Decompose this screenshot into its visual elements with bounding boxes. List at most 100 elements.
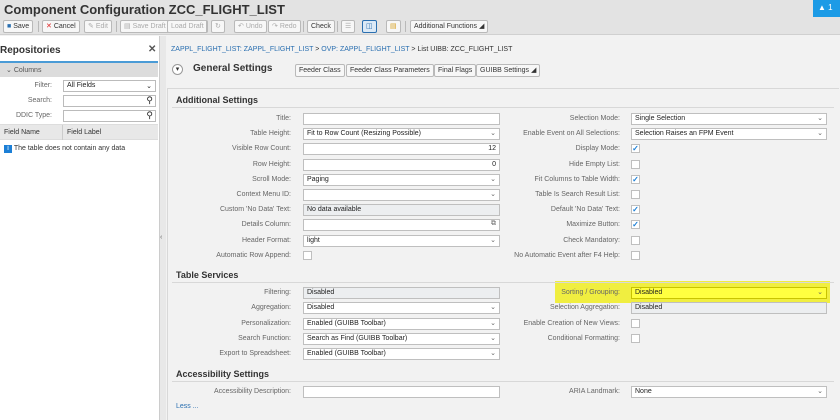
personalization-label: Personalization: — [241, 319, 291, 327]
filter-select[interactable]: All Fields ⌄ — [63, 80, 156, 92]
table-is-search-result-list-checkbox[interactable] — [631, 190, 640, 199]
enable-creation-of-new-views-checkbox[interactable] — [631, 318, 640, 328]
empty-table-message: i The table does not contain any data — [4, 145, 125, 153]
scroll-mode-label: Scroll Mode: — [252, 175, 291, 183]
value-help-icon[interactable]: ⧉ — [491, 220, 496, 228]
details-column-input[interactable]: ⧉ — [303, 219, 500, 232]
context-menu-id-select[interactable]: ⌄ — [303, 189, 500, 201]
search-function-select[interactable]: Search as Find (GUIBB Toolbar) ⌄ — [303, 332, 500, 345]
feeder-class-button[interactable]: Feeder Class — [295, 64, 345, 77]
table-height-label: Table Height: — [250, 130, 291, 138]
hide-empty-list-label: Hide Empty List: — [569, 160, 620, 168]
no-automatic-event-after-f4-help-checkbox[interactable] — [631, 250, 640, 260]
filtering-input: Disabled — [303, 287, 500, 299]
repositories-panel — [0, 36, 160, 420]
scroll-mode-select[interactable]: Paging ⌄ — [303, 173, 500, 186]
default-no-data-text-checkbox[interactable]: ✓ — [631, 205, 640, 215]
sorting-grouping-label: Sorting / Grouping: — [561, 289, 620, 296]
splitter-handle[interactable]: ‹ — [160, 36, 166, 420]
layout-split-vertical-button[interactable]: ◫ — [362, 20, 377, 33]
maximize-button-checkbox[interactable]: ✓ — [631, 220, 640, 230]
search-function-label: Search Function: — [238, 334, 291, 342]
filter-label: Filter: — [34, 82, 53, 89]
check-button[interactable]: Check — [307, 20, 335, 33]
breadcrumb-current: List UIBB: ZCC_FLIGHT_LIST — [417, 46, 513, 53]
visible-row-count-input[interactable]: 12 — [303, 143, 500, 156]
automatic-row-append-checkbox[interactable] — [303, 250, 312, 260]
cancel-button[interactable]: ✕ Cancel — [42, 20, 80, 33]
columns-section-toggle[interactable]: ⌄ Columns — [0, 63, 158, 77]
layout-list-button[interactable]: ☰ — [341, 20, 356, 33]
row-height-input[interactable]: 0 — [303, 158, 500, 171]
column-header-field-name[interactable]: Field Name — [4, 129, 40, 136]
aggregation-select[interactable]: Disabled ⌄ — [303, 302, 500, 315]
automatic-row-append-label: Automatic Row Append: — [216, 251, 291, 259]
hide-empty-list-checkbox[interactable] — [631, 159, 640, 169]
divider — [62, 125, 63, 140]
chevron-down-icon: ⌄ — [817, 289, 823, 296]
load-draft-button[interactable]: Load Draft — [167, 20, 208, 33]
display-mode-checkbox[interactable]: ✓ — [631, 144, 640, 154]
sorting-grouping-select[interactable]: Disabled ⌄ — [631, 287, 827, 299]
search-icon[interactable]: ⚲ — [146, 95, 153, 105]
title-input[interactable] — [303, 113, 500, 125]
divider — [0, 61, 158, 63]
less-link[interactable]: Less ... — [176, 403, 199, 410]
chevron-down-icon: ⌄ — [817, 388, 823, 395]
alert-badge[interactable]: ▲ 1 — [813, 0, 840, 17]
guibb-settings-button[interactable]: GUIBB Settings ◢ — [476, 64, 541, 77]
divider — [405, 21, 406, 32]
details-column-label: Details Column: — [241, 221, 291, 229]
page-title: Component Configuration ZCC_FLIGHT_LIST — [4, 2, 285, 17]
enable-event-on-all-selections-select[interactable]: Selection Raises an FPM Event ⌄ — [631, 128, 827, 141]
accessibility-description-input[interactable] — [303, 386, 500, 398]
search-icon[interactable]: ⚲ — [146, 110, 153, 120]
selection-mode-select[interactable]: Single Selection ⌄ — [631, 113, 827, 125]
personalization-select[interactable]: Enabled (GUIBB Toolbar) ⌄ — [303, 317, 500, 330]
additional-functions-button[interactable]: Additional Functions ◢ — [410, 20, 489, 33]
save-button[interactable]: ■ Save — [3, 20, 34, 33]
ddic-type-label: DDIC Type: — [15, 112, 52, 119]
chevron-down-icon: ⌄ — [490, 130, 496, 138]
search-label: Search: — [27, 97, 52, 104]
collapse-left-icon: ‹ — [160, 234, 163, 241]
no-automatic-event-after-f4-help-label: No Automatic Event after F4 Help: — [514, 251, 620, 259]
repositories-title: Repositories — [0, 45, 61, 56]
close-icon[interactable]: ✕ — [148, 44, 157, 55]
breadcrumb-link[interactable]: OVP: ZAPPL_FLIGHT_LIST — [321, 46, 410, 53]
header-format-select[interactable]: light ⌄ — [303, 234, 500, 247]
conditional-formatting-checkbox[interactable] — [631, 333, 640, 343]
enable-creation-of-new-views-label: Enable Creation of New Views: — [523, 319, 620, 327]
fit-columns-to-table-width-checkbox[interactable]: ✓ — [631, 174, 640, 184]
collapse-toggle-icon[interactable]: ▾ — [172, 64, 183, 75]
export-to-spreadsheet-select[interactable]: Enabled (GUIBB Toolbar) ⌄ — [303, 348, 500, 361]
divider — [38, 21, 39, 32]
ddic-type-input[interactable]: ⚲ — [63, 110, 156, 122]
aria-landmark-select[interactable]: None ⌄ — [631, 386, 827, 398]
edit-button[interactable]: ✎ Edit — [84, 20, 112, 33]
check-mandatory-checkbox[interactable] — [631, 235, 640, 245]
header-format-label: Header Format: — [241, 236, 291, 244]
table-is-search-result-list-label: Table Is Search Result List: — [535, 191, 620, 198]
visible-row-count-label: Visible Row Count: — [231, 145, 291, 153]
refresh-button[interactable]: ↻ — [211, 20, 225, 33]
context-menu-id-label: Context Menu ID: — [236, 191, 291, 198]
check-mandatory-label: Check Mandatory: — [563, 236, 620, 244]
search-input[interactable]: ⚲ — [63, 95, 156, 107]
breadcrumb-link[interactable]: ZAPPL_FLIGHT_LIST: ZAPPL_FLIGHT_LIST — [171, 46, 314, 53]
redo-button[interactable]: ↷ Redo — [268, 20, 301, 33]
table-height-select[interactable]: Fit to Row Count (Resizing Possible) ⌄ — [303, 128, 500, 141]
chevron-down-icon: ⌄ — [6, 67, 12, 74]
chevron-down-icon: ⌄ — [490, 350, 496, 358]
split-vertical-icon: ◫ — [366, 23, 373, 30]
selection-aggregation-input: Disabled — [631, 302, 827, 315]
feeder-class-parameters-button[interactable]: Feeder Class Parameters — [346, 64, 434, 77]
chevron-down-icon: ⌄ — [490, 304, 496, 312]
undo-button[interactable]: ↶ Undo — [234, 20, 267, 33]
layout-split-horizontal-button[interactable]: ▤ — [386, 20, 401, 33]
save-draft-button[interactable]: ▤ Save Draft — [120, 20, 170, 33]
final-flags-button[interactable]: Final Flags — [434, 64, 477, 77]
column-header-field-label[interactable]: Field Label — [67, 129, 102, 136]
chevron-down-icon: ⌄ — [490, 236, 496, 244]
default-no-data-text-label: Default 'No Data' Text: — [550, 206, 620, 214]
